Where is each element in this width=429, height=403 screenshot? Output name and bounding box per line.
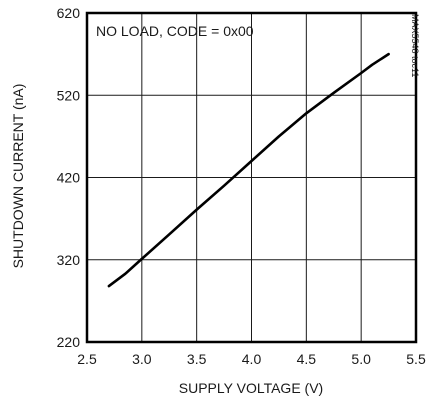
x-tick-label: 3.5	[187, 351, 207, 367]
x-tick-label: 4.0	[242, 351, 262, 367]
x-tick-label: 5.5	[406, 351, 426, 367]
x-tick-label: 4.5	[297, 351, 317, 367]
series-group	[107, 52, 390, 288]
y-tick-labels: 220 320 420 520 620	[57, 5, 81, 350]
y-axis-title: SHUTDOWN CURRENT (nA)	[10, 84, 26, 269]
x-tick-label: 2.5	[77, 351, 97, 367]
grid	[87, 13, 416, 342]
plot-frame	[85, 11, 418, 344]
x-axis-title: SUPPLY VOLTAGE (V)	[179, 380, 323, 396]
figure-id-label: MAX5548 toc11	[410, 14, 420, 77]
x-tick-label: 5.0	[351, 351, 371, 367]
y-tick-label: 620	[57, 5, 81, 21]
x-tick-label: 3.0	[132, 351, 152, 367]
annotation-label: NO LOAD, CODE = 0x00	[96, 23, 254, 39]
y-tick-label: 220	[57, 334, 81, 350]
y-tick-label: 320	[57, 252, 81, 268]
y-tick-label: 420	[57, 170, 81, 186]
x-tick-labels: 2.5 3.0 3.5 4.0 4.5 5.0 5.5	[77, 351, 426, 367]
series-line-0	[107, 52, 390, 288]
y-tick-label: 520	[57, 87, 81, 103]
